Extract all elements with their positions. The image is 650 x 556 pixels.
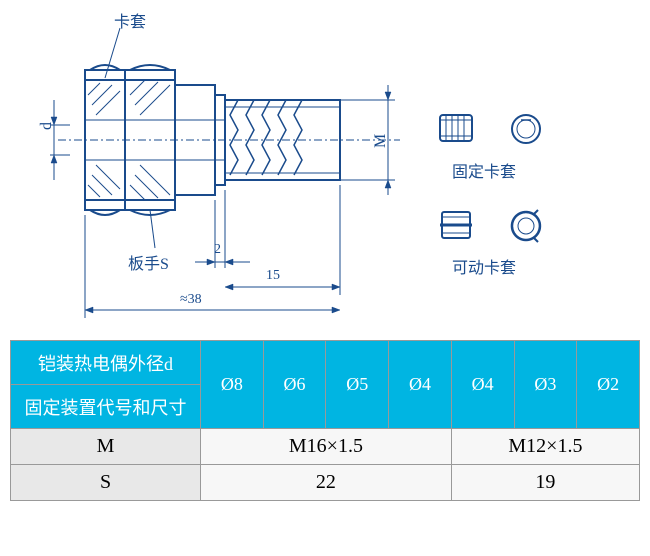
spec-table-container: 铠装热电偶外径d Ø8 Ø6 Ø5 Ø4 Ø4 Ø3 Ø2 固定装置代号和尺寸 … (10, 340, 640, 501)
label-M: M (372, 134, 390, 148)
header-diameter-d: 铠装热电偶外径d (11, 341, 201, 385)
label-wrench: 板手S (128, 250, 169, 274)
cell-S19: 19 (451, 465, 639, 501)
table-row-M: M M16×1.5 M12×1.5 (11, 429, 640, 465)
row-label-M: M (11, 429, 201, 465)
fitting-svg (0, 0, 650, 330)
header-d5: Ø5 (326, 341, 389, 429)
header-d8: Ø8 (201, 341, 264, 429)
cell-M12: M12×1.5 (451, 429, 639, 465)
row-label-S: S (11, 465, 201, 501)
header-d2: Ø2 (577, 341, 640, 429)
engineering-diagram: 卡套 板手S d M 2 15 ≈38 固定卡套 可动卡套 (0, 0, 650, 330)
cell-M16: M16×1.5 (201, 429, 452, 465)
header-d6: Ø6 (263, 341, 326, 429)
cell-S22: 22 (201, 465, 452, 501)
header-fixture-code: 固定装置代号和尺寸 (11, 385, 201, 429)
table-row-S: S 22 19 (11, 465, 640, 501)
table-header-row-1: 铠装热电偶外径d Ø8 Ø6 Ø5 Ø4 Ø4 Ø3 Ø2 (11, 341, 640, 385)
spec-table: 铠装热电偶外径d Ø8 Ø6 Ø5 Ø4 Ø4 Ø3 Ø2 固定装置代号和尺寸 … (10, 340, 640, 501)
header-d4a: Ø4 (389, 341, 452, 429)
label-ferrule: 卡套 (114, 8, 146, 32)
header-d3: Ø3 (514, 341, 577, 429)
label-38: ≈38 (180, 292, 202, 308)
label-fixed-ferrule: 固定卡套 (452, 158, 516, 182)
label-2: 2 (214, 242, 221, 258)
label-15: 15 (266, 268, 280, 284)
header-d4b: Ø4 (451, 341, 514, 429)
label-d: d (38, 122, 56, 130)
label-movable-ferrule: 可动卡套 (452, 254, 516, 278)
